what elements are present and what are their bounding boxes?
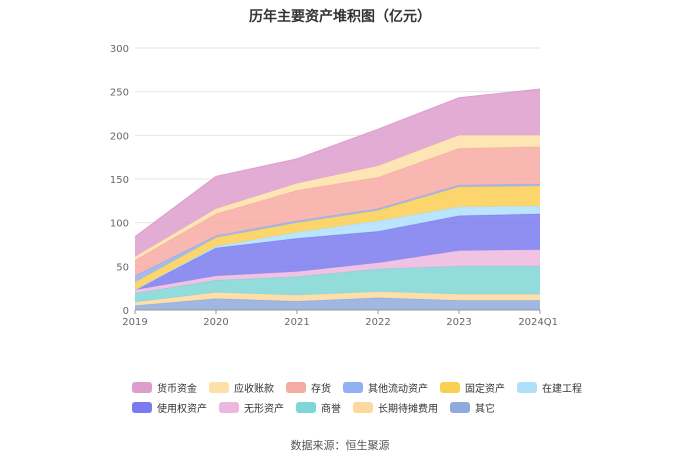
legend-label: 固定资产 xyxy=(465,383,505,395)
area-series-3[interactable] xyxy=(135,249,540,294)
legend-label: 商誉 xyxy=(321,403,341,415)
legend-label: 其他流动资产 xyxy=(368,383,428,395)
legend: 货币资金 应收账款 存货 其他流动资产 固定资产 在建工程 使用权资产 无形资产 商誉 长期待摊… xyxy=(132,377,582,417)
area-edge-8 xyxy=(134,146,541,261)
x-tick-label: 2020 xyxy=(203,317,228,328)
area-series-1[interactable] xyxy=(135,291,540,306)
legend-row-2: 使用权资产 无形资产 商誉 长期待摊费用 其它 xyxy=(132,397,562,417)
y-tick-label: 250 xyxy=(110,88,129,99)
legend-label: 其它 xyxy=(475,403,495,415)
y-tick-label: 50 xyxy=(116,262,129,273)
area-series-10[interactable] xyxy=(135,89,540,257)
x-tick-label: 2023 xyxy=(446,317,471,328)
legend-swatch xyxy=(440,381,460,393)
legend-swatch xyxy=(209,381,229,393)
area-series-4[interactable] xyxy=(135,213,540,290)
legend-item[interactable]: 商誉 xyxy=(296,400,341,415)
x-tick-label: 2022 xyxy=(365,317,390,328)
x-tick-label: 2019 xyxy=(122,317,147,328)
legend-swatch xyxy=(296,401,316,413)
y-tick-label: 200 xyxy=(110,131,129,142)
legend-row-1: 货币资金 应收账款 存货 其他流动资产 固定资产 在建工程 xyxy=(132,377,582,397)
y-tick-label: 0 xyxy=(123,306,129,317)
legend-swatch xyxy=(517,381,537,393)
legend-swatch xyxy=(219,401,239,413)
legend-label: 使用权资产 xyxy=(157,403,207,415)
legend-swatch xyxy=(353,401,373,413)
legend-swatch xyxy=(132,401,152,413)
legend-label: 无形资产 xyxy=(244,403,284,415)
legend-item[interactable]: 应收账款 xyxy=(209,380,274,395)
legend-item[interactable]: 其它 xyxy=(450,400,495,415)
legend-label: 在建工程 xyxy=(542,383,582,395)
legend-item[interactable]: 其他流动资产 xyxy=(343,380,428,395)
legend-swatch xyxy=(132,381,152,393)
legend-label: 应收账款 xyxy=(234,383,274,395)
y-tick-label: 100 xyxy=(110,219,129,230)
x-tick-label: 2021 xyxy=(284,317,309,328)
chart-title: 历年主要资产堆积图（亿元） xyxy=(249,9,431,25)
legend-swatch xyxy=(343,381,363,393)
data-source-note: 数据来源：恒生聚源 xyxy=(290,439,390,452)
legend-label: 货币资金 xyxy=(157,383,197,395)
legend-item[interactable]: 长期待摊费用 xyxy=(353,400,438,415)
y-tick-label: 300 xyxy=(110,44,129,55)
legend-item[interactable]: 使用权资产 xyxy=(132,400,207,415)
legend-item[interactable]: 货币资金 xyxy=(132,380,197,395)
area-series-0[interactable] xyxy=(135,297,540,310)
area-layer xyxy=(134,88,541,310)
legend-item[interactable]: 存货 xyxy=(286,380,331,395)
legend-item[interactable]: 在建工程 xyxy=(517,380,582,395)
legend-swatch xyxy=(450,401,470,413)
legend-swatch xyxy=(286,381,306,393)
area-series-2[interactable] xyxy=(135,266,540,303)
area-series-8[interactable] xyxy=(135,146,540,276)
legend-label: 存货 xyxy=(311,383,331,395)
legend-label: 长期待摊费用 xyxy=(378,403,438,415)
y-tick-label: 150 xyxy=(110,175,129,186)
legend-item[interactable]: 固定资产 xyxy=(440,380,505,395)
axis-layer: 0 50 100 150 200 250 300 2019 2020 2021 2022 2023 20… xyxy=(110,44,558,328)
area-series-5[interactable] xyxy=(135,206,540,290)
area-edge-10 xyxy=(134,88,541,238)
x-tick-label: 2024Q1 xyxy=(518,317,558,328)
legend-item[interactable]: 无形资产 xyxy=(219,400,284,415)
